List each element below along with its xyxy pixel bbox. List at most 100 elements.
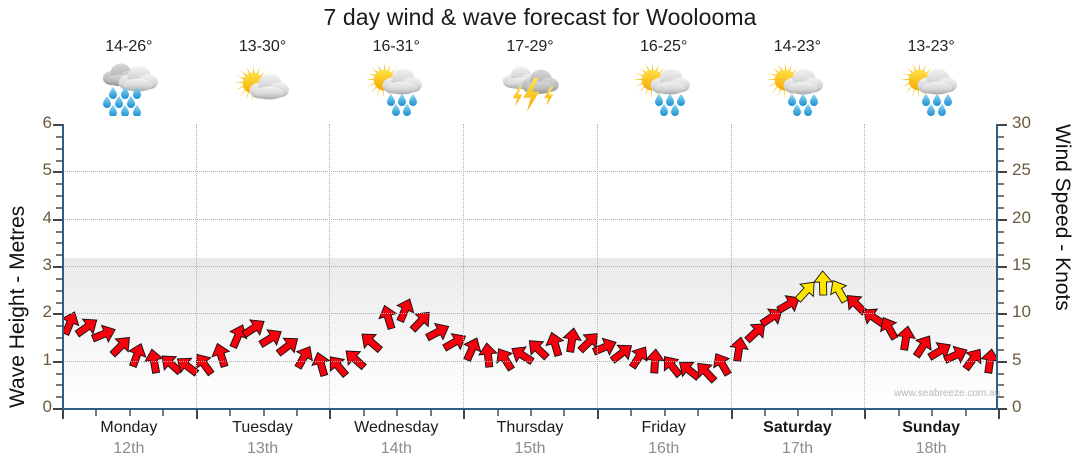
y-axis-left-tick-label: 1 [42,349,52,369]
x-axis-minor-tick [162,410,165,416]
y-axis-major-tick [998,360,1007,363]
y-axis-major-tick [53,360,62,363]
wind-barb [388,292,422,326]
wind-barb [269,327,305,363]
y-axis-left-line [62,124,64,410]
y-axis-minor-tick [56,384,62,387]
wind-barb [69,308,105,344]
wind-barb [687,354,724,391]
wind-barb [955,341,991,377]
x-axis-minor-tick [563,410,566,416]
plot-shadow [62,258,998,408]
wind-barb [939,338,973,372]
wind-barb [872,311,907,346]
y-axis-minor-tick [56,396,62,399]
wind-barb [454,332,488,366]
x-axis-day-wednesday: Wednesday 14th [329,418,463,460]
temperature-range: 14-26° [105,38,153,55]
x-axis-major-tick [998,410,1000,419]
y-axis-major-tick [998,313,1007,316]
x-axis-minor-tick [897,410,900,416]
y-axis-major-tick [998,408,1007,410]
y-axis-minor-tick [56,183,62,186]
day-header-saturday: 14-23° [731,38,865,120]
thunderstorm-icon [463,58,597,116]
gridline-vertical [596,124,598,408]
temperature-range: 14-23° [773,38,822,55]
day-name: Sunday [902,419,961,436]
watermark: www.seabreeze.com.au [894,388,1001,399]
y-axis-left-tick-label: 6 [42,113,52,132]
wind-barb-strong [787,272,824,309]
y-axis-right-tick-label: 25 [1012,160,1031,180]
sun-cloud-icon [196,58,330,116]
x-axis-line [62,408,998,410]
wind-barb [421,315,456,350]
y-axis-minor-tick [56,147,62,150]
y-axis-minor-tick [56,301,62,304]
heavy-rain-icon [62,58,196,116]
x-axis-minor-tick [396,410,399,416]
wind-barb [186,346,222,382]
y-axis-right-tick-label: 0 [1012,397,1022,416]
y-axis-minor-tick [998,147,1004,150]
day-header-thursday: 17-29° [463,38,597,120]
y-axis-minor-tick [998,183,1004,186]
gridline-horizontal [62,360,998,362]
gridline-vertical [195,124,197,408]
wind-barb [604,335,640,371]
x-axis-minor-tick [764,410,766,416]
wind-barb [353,323,390,360]
y-axis-minor-tick [56,337,62,339]
x-axis-minor-tick [95,410,98,416]
x-axis-minor-tick [496,410,499,416]
y-axis-right-tick-label: 30 [1012,113,1031,132]
temperature-range: 16-31° [372,38,420,55]
y-axis-minor-tick [56,254,62,257]
wind-barb [570,323,607,360]
x-axis-minor-tick [128,410,131,416]
day-date: 16th [648,440,680,457]
y-axis-minor-tick [998,325,1004,328]
temperature-range: 13-30° [238,38,287,55]
day-date: 17th [781,440,813,457]
x-axis-day-thursday: Thursday 15th [463,418,597,460]
wind-barb-strong [809,270,836,297]
day-name: Friday [641,419,686,436]
y-axis-right-tick-label: 5 [1012,349,1022,369]
sun-cloud-rain-icon [329,58,463,116]
x-axis-minor-tick [630,410,633,416]
y-axis-minor-tick [56,289,62,292]
sun-cloud-rain-icon [864,58,998,116]
y-axis-minor-tick [56,195,62,197]
y-axis-minor-tick [998,254,1004,257]
wind-barb [236,310,272,346]
x-axis-day-saturday: Saturday 17th [731,418,865,460]
wind-barb [220,319,254,353]
y-axis-minor-tick [56,159,62,162]
y-axis-major-tick [53,124,62,126]
x-axis-major-tick [864,410,867,419]
y-axis-minor-tick [998,195,1004,197]
y-axis-minor-tick [998,301,1004,304]
y-axis-minor-tick [998,348,1004,351]
sun-cloud-rain-icon [731,58,865,116]
y-axis-left-tick-label: 4 [42,207,52,227]
temperature-range: 13-23° [907,38,955,55]
wind-barb [737,314,774,351]
y-axis-major-tick [53,171,62,174]
y-axis-left-tick-label: 0 [42,397,52,416]
y-axis-right-tick-label: 20 [1012,207,1031,227]
y-axis-minor-tick [998,396,1004,399]
wind-barb [557,325,587,355]
page-title: 7 day wind & wave forecast for Woolooma [323,4,757,30]
wind-barb [169,348,205,384]
wind-barb [319,348,356,385]
day-date: 15th [514,440,546,457]
y-axis-minor-tick [998,384,1004,387]
x-axis-day-monday: Monday 12th [62,418,196,460]
wind-barb [487,341,523,377]
x-axis-minor-tick [362,410,365,416]
x-axis-major-tick [329,410,332,419]
